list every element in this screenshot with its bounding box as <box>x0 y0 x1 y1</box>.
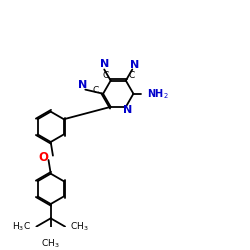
Text: CH$_3$: CH$_3$ <box>42 238 60 250</box>
Text: C: C <box>93 86 99 95</box>
Text: N: N <box>122 104 132 115</box>
Text: NH$_2$: NH$_2$ <box>147 87 169 101</box>
Text: C: C <box>102 70 108 80</box>
Text: N: N <box>78 80 87 90</box>
Text: N: N <box>130 60 140 70</box>
Text: C: C <box>129 70 135 80</box>
Text: H$_3$C: H$_3$C <box>12 221 32 234</box>
Text: CH$_3$: CH$_3$ <box>70 221 89 234</box>
Text: N: N <box>100 60 109 70</box>
Text: O: O <box>38 151 48 164</box>
